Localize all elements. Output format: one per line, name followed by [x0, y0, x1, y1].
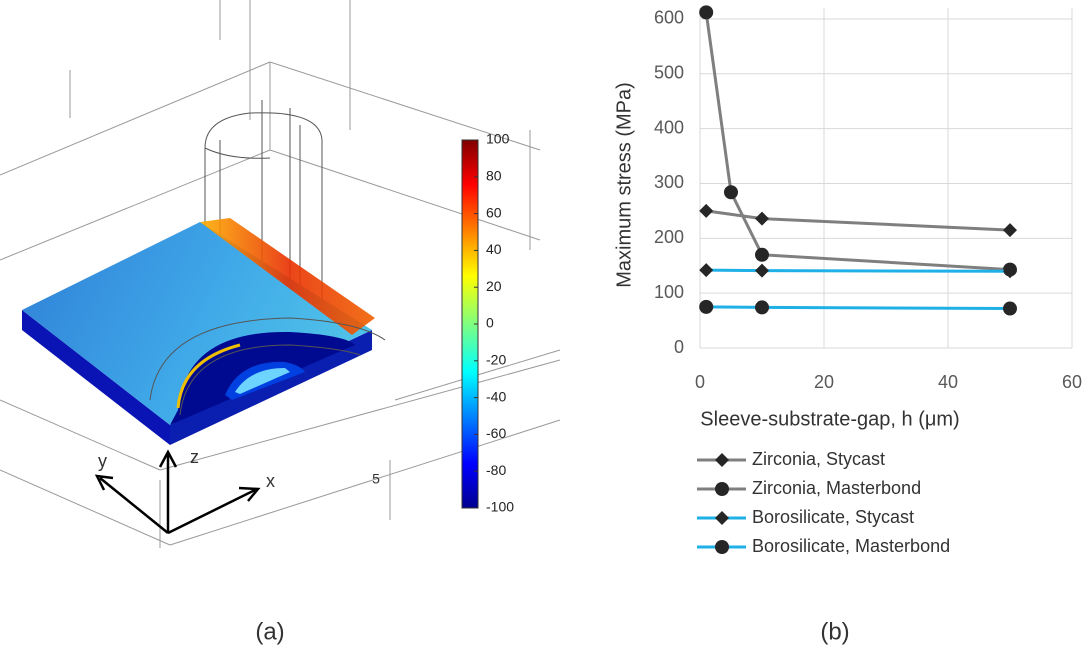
- colorbar-label: -80: [486, 462, 506, 478]
- series-line: [706, 270, 1010, 271]
- legend-label: Zirconia, Masterbond: [752, 478, 921, 498]
- marker: [699, 263, 713, 277]
- x-tick-label: 40: [938, 372, 958, 392]
- caption: (b): [820, 618, 849, 645]
- legend-label: Borosilicate, Stycast: [752, 507, 914, 527]
- x-tick-label: 0: [695, 372, 705, 392]
- legend-marker: [715, 482, 729, 496]
- y-tick-label: 0: [674, 337, 684, 357]
- legend-label: Borosilicate, Masterbond: [752, 536, 950, 556]
- x-tick-label: 60: [1062, 372, 1082, 392]
- colorbar-label: 100: [486, 131, 510, 147]
- colorbar-label: -40: [486, 388, 506, 404]
- marker: [755, 212, 769, 226]
- y-tick-label: 600: [654, 8, 684, 28]
- series-line: [706, 211, 1010, 230]
- axis-label-z: z: [190, 447, 199, 467]
- legend-marker: [715, 453, 729, 467]
- axis-label-y: y: [98, 451, 107, 471]
- x-axis-title: Sleeve-substrate-gap, h (μm): [700, 408, 959, 430]
- y-axis-title: Maximum stress (MPa): [613, 82, 635, 288]
- scale-label: 5: [372, 471, 380, 487]
- figure: y z x 5 (a) (b) Sleeve-substrate-gap, h …: [0, 0, 1089, 651]
- colorbar-label: 60: [486, 204, 502, 220]
- render: [0, 0, 560, 548]
- marker: [699, 300, 713, 314]
- marker: [699, 5, 713, 19]
- series-line: [706, 307, 1010, 309]
- colorbar-label: 80: [486, 168, 502, 184]
- marker: [724, 185, 738, 199]
- colorbar-label: 40: [486, 241, 502, 257]
- caption: (a): [255, 618, 284, 645]
- y-tick-label: 400: [654, 117, 684, 137]
- marker: [755, 248, 769, 262]
- legend-marker: [715, 511, 729, 525]
- marker: [755, 300, 769, 314]
- colorbar-label: 20: [486, 278, 502, 294]
- series-line: [706, 12, 1010, 269]
- y-tick-label: 200: [654, 227, 684, 247]
- marker: [699, 204, 713, 218]
- y-tick-label: 500: [654, 63, 684, 83]
- colorbar-label: -60: [486, 425, 506, 441]
- y-tick-label: 100: [654, 282, 684, 302]
- marker: [755, 264, 769, 278]
- axis-label-x: x: [266, 471, 275, 491]
- legend-marker: [715, 540, 729, 554]
- colorbar-label: -100: [486, 499, 514, 515]
- marker: [1003, 302, 1017, 316]
- legend-label: Zirconia, Stycast: [752, 449, 885, 469]
- colorbar-label: 0: [486, 315, 494, 331]
- y-tick-label: 300: [654, 172, 684, 192]
- x-tick-label: 20: [814, 372, 834, 392]
- marker: [1003, 223, 1017, 237]
- colorbar-label: -20: [486, 352, 506, 368]
